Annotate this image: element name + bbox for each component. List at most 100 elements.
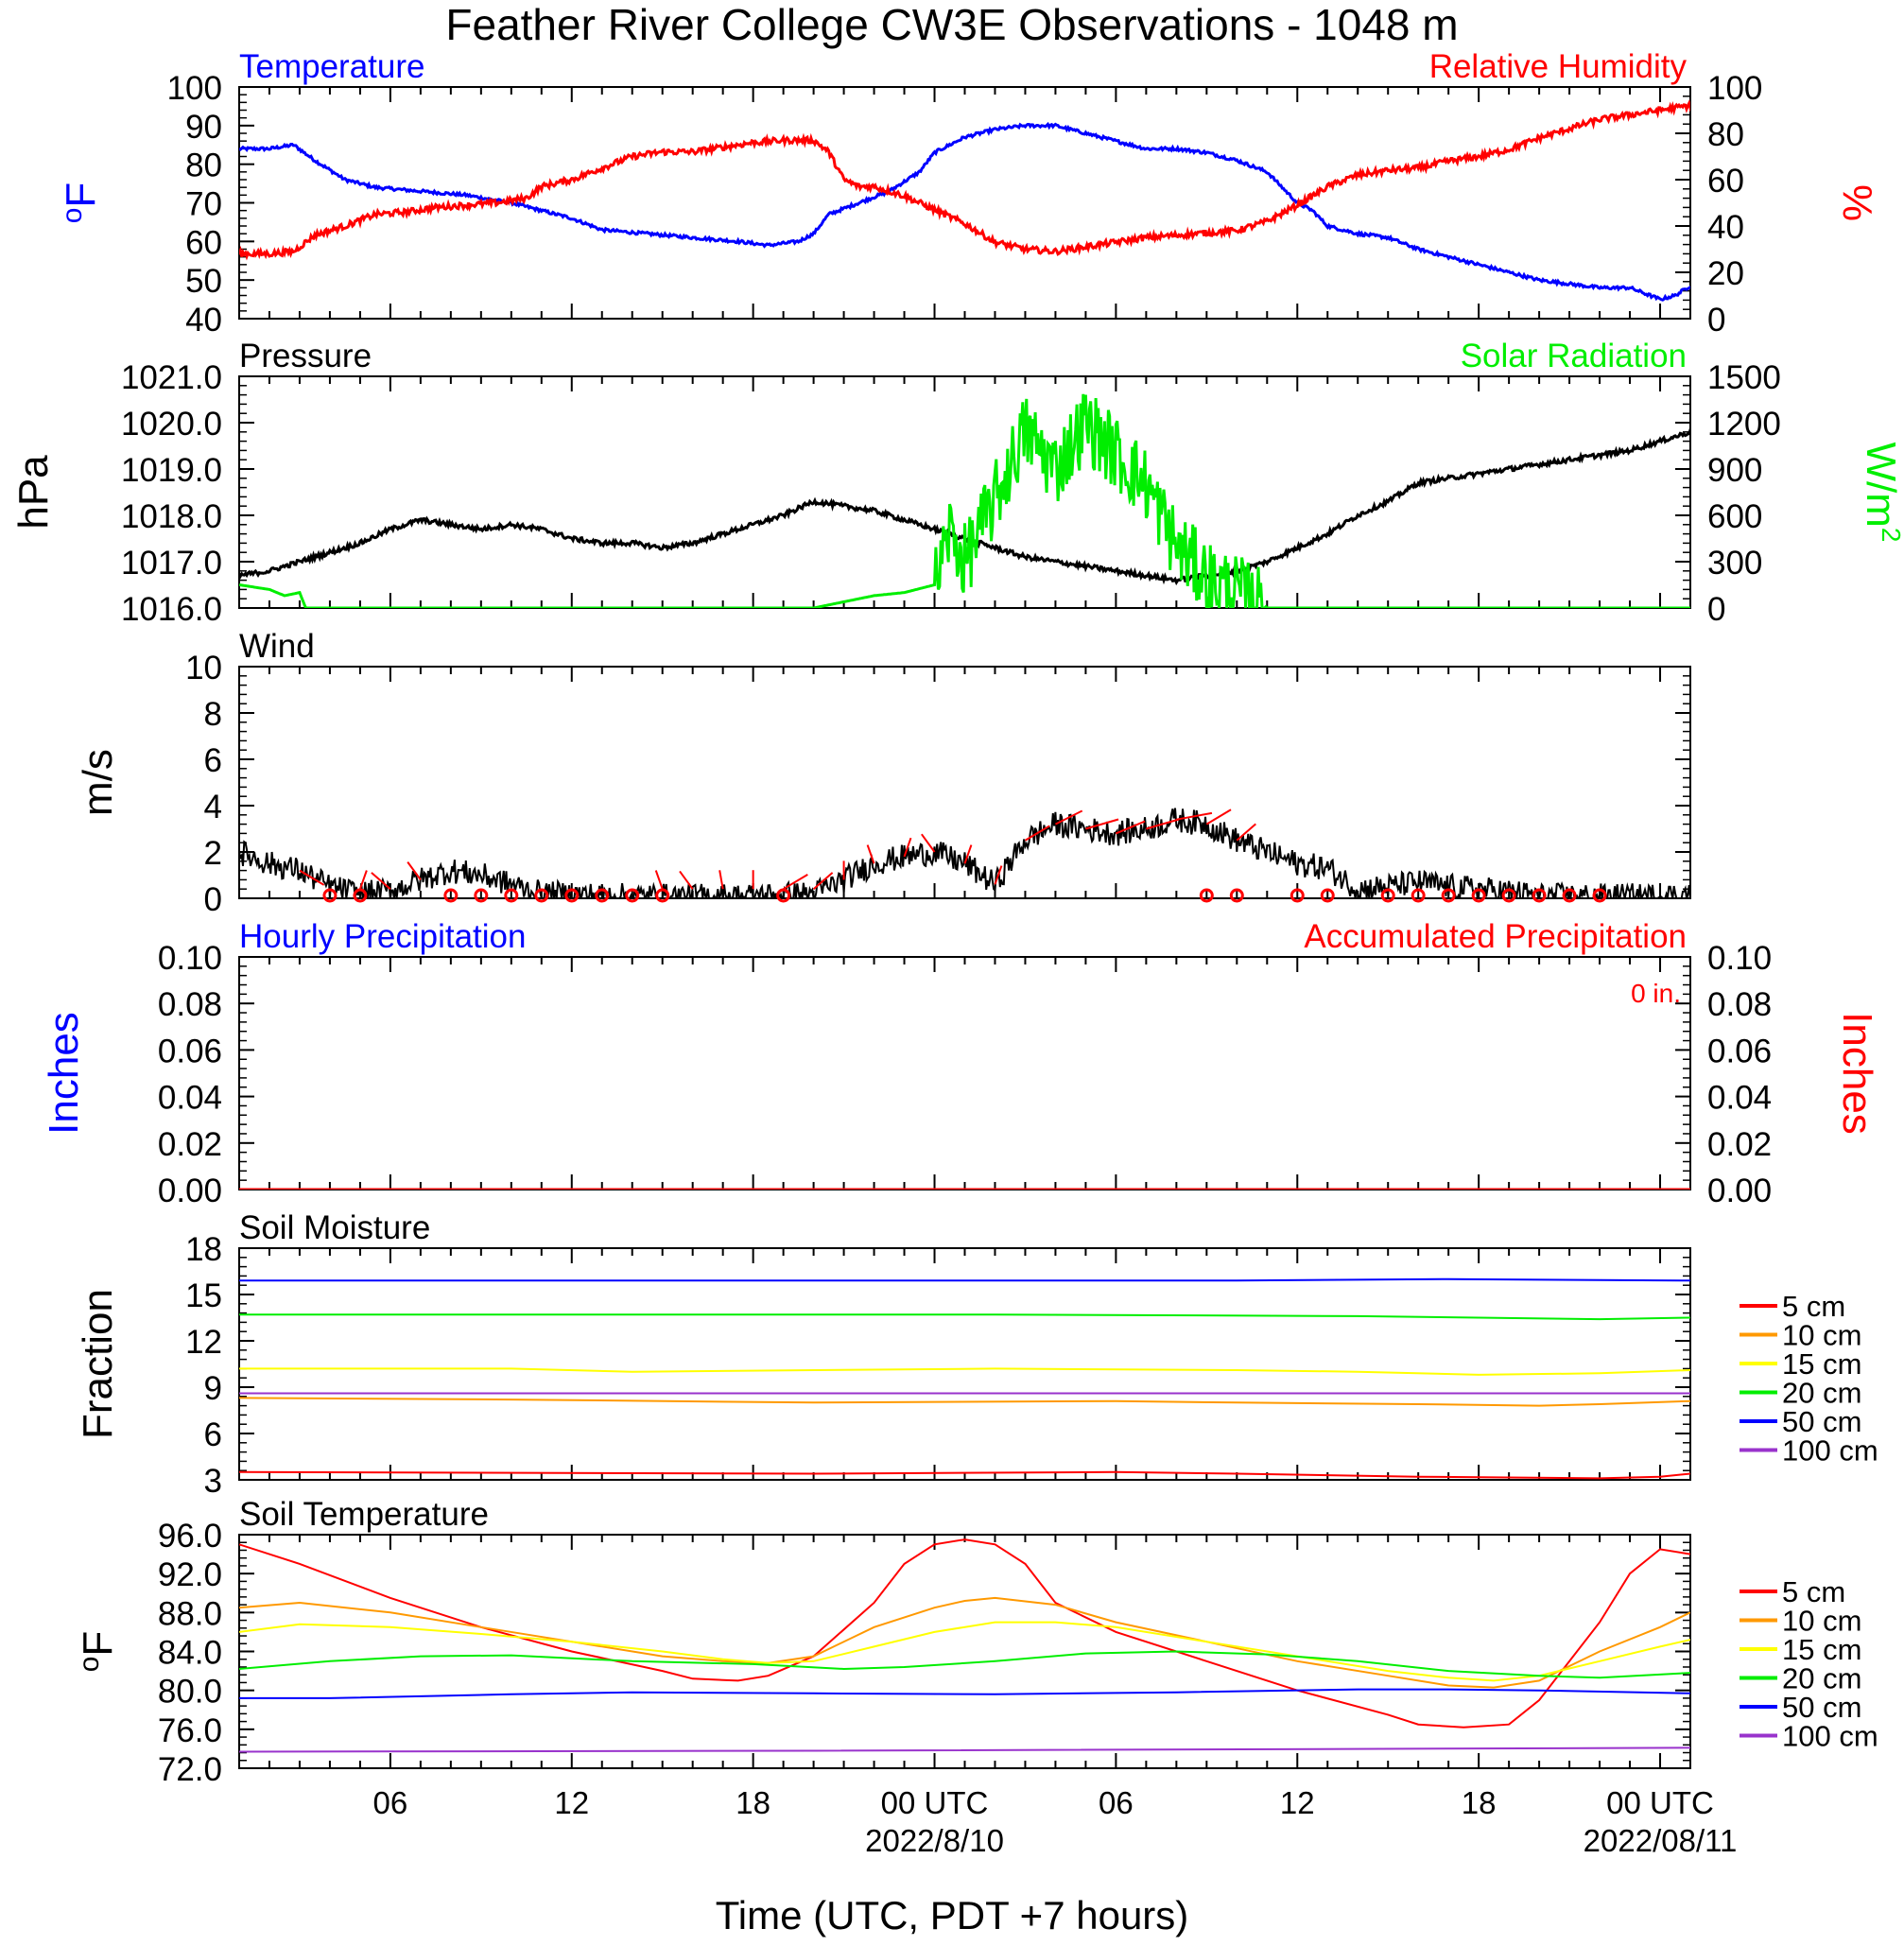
y-left-tick-label: 0.10 — [158, 940, 222, 977]
traces — [239, 808, 1690, 898]
x-tick-label: 18 — [1462, 1785, 1497, 1820]
legend-label: 20 cm — [1782, 1662, 1861, 1695]
x-date-label: 2022/8/10 — [865, 1823, 1004, 1858]
y-left-tick-label: 0.00 — [158, 1173, 222, 1209]
traces — [239, 393, 1690, 608]
calm-wind-marker — [1411, 888, 1426, 903]
y-right-tick-label: 0.10 — [1707, 940, 1772, 977]
y-left-tick-label: 0.08 — [158, 986, 222, 1023]
plot-frame — [238, 86, 1691, 320]
calm-wind-marker — [655, 888, 670, 903]
y-right-tick-label: 0.02 — [1707, 1126, 1772, 1163]
series-line-5cm — [239, 1470, 1690, 1480]
wind-barb — [654, 870, 664, 890]
wind-barb — [679, 870, 694, 890]
wind-barb — [963, 844, 973, 864]
y-right-tick-label: 40 — [1707, 209, 1744, 246]
series-line-15cm — [239, 1621, 1690, 1682]
y-left-tick-label: 0.02 — [158, 1126, 222, 1163]
y-left-tick-label: 15 — [185, 1277, 222, 1314]
wind-barb — [718, 870, 724, 890]
series-line-100cm — [239, 1746, 1690, 1753]
wind-barb — [299, 869, 325, 886]
y-left-tick-label: 90 — [185, 109, 222, 146]
legend-label: 15 cm — [1782, 1347, 1861, 1381]
legend-label: 5 cm — [1782, 1575, 1845, 1608]
series-line-50cm — [239, 1277, 1690, 1282]
wind-barb — [1054, 809, 1083, 825]
y-left-tick-label: 1018.0 — [121, 498, 222, 535]
y-left-tick-label: 0.04 — [158, 1080, 222, 1117]
series-line-black — [239, 808, 1690, 898]
calm-wind-marker — [1320, 888, 1335, 903]
wind-barb — [1146, 818, 1180, 830]
x-tick-label: 06 — [1099, 1785, 1134, 1820]
legend-label: 50 cm — [1782, 1405, 1861, 1438]
y-left-tick-label: 12 — [185, 1324, 222, 1361]
y-left-tick-label: 6 — [204, 742, 222, 779]
y-right-tick-label: 0.00 — [1707, 1173, 1772, 1209]
calm-wind-marker — [595, 888, 610, 903]
series-line-blue — [239, 121, 1690, 302]
series-line-20cm — [239, 1650, 1690, 1679]
y-right-axis-label: W/m2 — [1858, 443, 1904, 543]
y-left-tick-label: 0.06 — [158, 1033, 222, 1069]
y-left-tick-label: 0 — [204, 881, 222, 918]
wind-barb — [783, 874, 808, 891]
y-left-tick-label: 9 — [204, 1370, 222, 1407]
calm-wind-marker — [564, 888, 580, 903]
panel-left-title: Soil Moisture — [239, 1209, 430, 1246]
y-left-tick-label: 96.0 — [158, 1518, 222, 1555]
y-left-tick-label: 40 — [185, 302, 222, 339]
legend-label: 15 cm — [1782, 1633, 1861, 1666]
y-left-axis-label: Fraction — [75, 1289, 121, 1439]
panel-right-title: Accumulated Precipitation — [1304, 918, 1687, 955]
wind-barb — [1205, 808, 1232, 825]
x-tick-label: 18 — [736, 1785, 770, 1820]
panel-left-title: Wind — [239, 628, 315, 665]
legend-label: 100 cm — [1782, 1434, 1878, 1468]
legend-label: 10 cm — [1782, 1605, 1861, 1638]
series-line-10cm — [239, 1397, 1690, 1407]
calm-wind-marker — [1501, 888, 1516, 903]
calm-wind-marker — [1532, 888, 1547, 903]
series-line-15cm — [239, 1367, 1690, 1376]
calm-wind-marker — [1290, 888, 1305, 903]
y-left-tick-label: 1016.0 — [121, 591, 222, 628]
y-left-tick-label: 80.0 — [158, 1674, 222, 1711]
calm-wind-marker — [1199, 888, 1214, 903]
panel-left-title: Temperature — [239, 48, 424, 85]
accumulated-total-label: 0 in. — [1631, 979, 1681, 1008]
panel-right-title: Solar Radiation — [1461, 338, 1687, 374]
calm-wind-marker — [625, 888, 640, 903]
y-right-tick-label: 100 — [1707, 70, 1762, 107]
y-right-tick-label: 1500 — [1707, 359, 1781, 396]
y-right-tick-label: 0.06 — [1707, 1033, 1772, 1069]
panel-right-title: Relative Humidity — [1429, 48, 1688, 85]
plot-frame — [238, 1247, 1691, 1481]
wind-barb — [1116, 820, 1146, 835]
y-left-tick-label: 18 — [185, 1231, 222, 1268]
panel-left-title: Pressure — [239, 338, 372, 374]
y-left-axis-label: Inches — [41, 1012, 87, 1135]
figure-title: Feather River College CW3E Observations … — [445, 0, 1458, 49]
calm-wind-marker — [776, 888, 791, 903]
y-left-tick-label: 8 — [204, 696, 222, 733]
wind-barb — [407, 861, 422, 880]
y-left-tick-label: 6 — [204, 1416, 222, 1453]
y-left-tick-label: 3 — [204, 1463, 222, 1500]
y-right-tick-label: 600 — [1707, 498, 1762, 535]
y-left-tick-label: 72.0 — [158, 1751, 222, 1788]
y-left-tick-label: 88.0 — [158, 1595, 222, 1632]
x-tick-label: 00 UTC — [1606, 1785, 1714, 1820]
y-right-tick-label: 80 — [1707, 116, 1744, 153]
series-line-red — [239, 98, 1690, 261]
wind-barb — [1024, 825, 1050, 842]
y-right-tick-label: 60 — [1707, 163, 1744, 200]
panel-pressure_solar: 1016.0 1017.0 1018.0 1019.0 1020.0 1021.0 0 300… — [10, 338, 1904, 628]
calm-wind-marker — [504, 888, 519, 903]
traces — [239, 98, 1690, 302]
y-right-tick-label: 0 — [1707, 591, 1725, 628]
